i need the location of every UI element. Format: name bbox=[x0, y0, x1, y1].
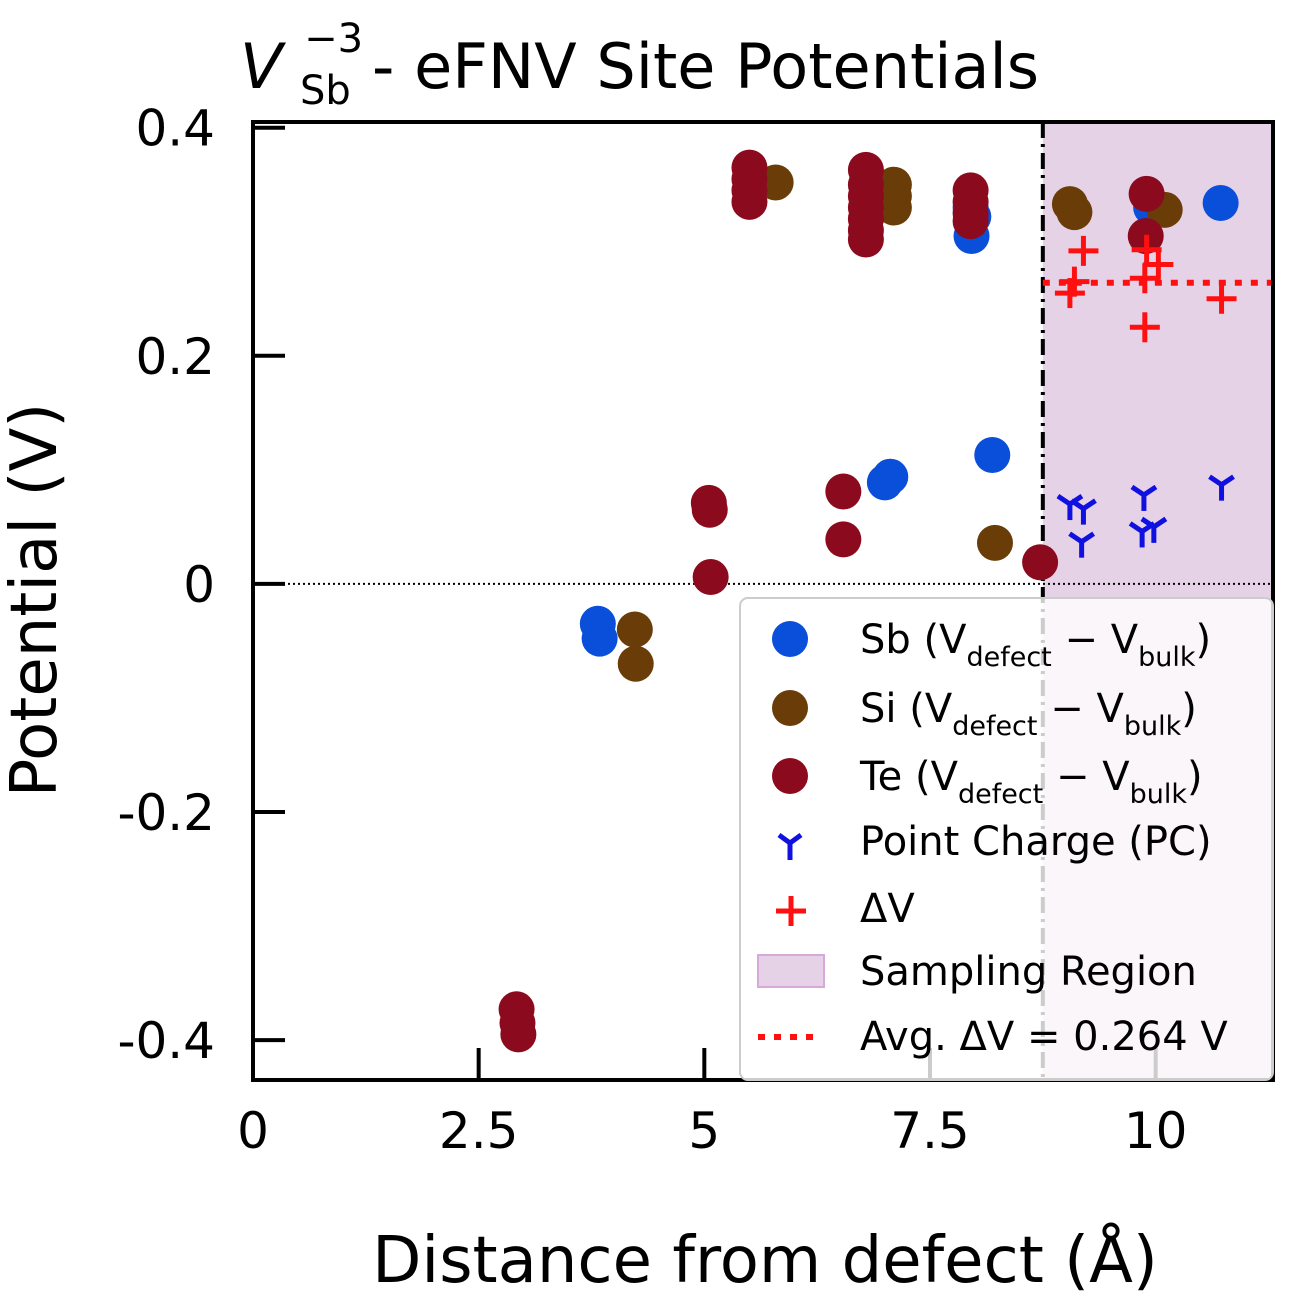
legend-marker-sampling-region bbox=[757, 954, 825, 988]
x-tick-label: 2.5 bbox=[439, 1102, 519, 1160]
y-tick-label: 0.2 bbox=[135, 328, 215, 386]
data-point bbox=[825, 521, 862, 558]
data-point bbox=[974, 437, 1011, 474]
title-subscript: Sb bbox=[300, 68, 351, 114]
data-point-stroke bbox=[1208, 474, 1223, 487]
legend: Sb (Vdefect − Vbulk) Si (Vdefect − Vbulk… bbox=[739, 597, 1274, 1081]
y-tick-label: -0.4 bbox=[117, 1012, 215, 1070]
data-point bbox=[1070, 498, 1097, 525]
data-point-stroke bbox=[1070, 498, 1085, 511]
legend-label-delta-v: ΔV bbox=[860, 886, 915, 932]
data-point bbox=[581, 620, 618, 657]
data-point bbox=[866, 464, 903, 501]
series-4 bbox=[1054, 234, 1237, 343]
data-point bbox=[1129, 263, 1160, 294]
data-point bbox=[1208, 474, 1235, 501]
data-point-stroke bbox=[1080, 531, 1096, 544]
data-point bbox=[1130, 484, 1158, 511]
x-tick-label: 5 bbox=[688, 1102, 720, 1160]
series-2 bbox=[498, 149, 1165, 1053]
legend-marker-si bbox=[772, 690, 808, 726]
data-point bbox=[1059, 266, 1090, 297]
data-point bbox=[1129, 312, 1160, 343]
data-point-stroke bbox=[1128, 521, 1144, 534]
series-3 bbox=[1056, 474, 1235, 558]
data-point-stroke bbox=[1152, 516, 1168, 529]
legend-label-si: Si (Vdefect − Vbulk) bbox=[860, 686, 1197, 742]
data-point bbox=[1202, 184, 1239, 221]
legend-marker-delta-v bbox=[776, 896, 806, 926]
legend-marker-sb bbox=[772, 621, 808, 657]
y-tick-label: -0.2 bbox=[117, 784, 215, 842]
y-axis-label: Potential (V) bbox=[0, 403, 72, 797]
data-point-stroke bbox=[1082, 498, 1097, 511]
title-rest: - eFNV Site Potentials bbox=[372, 30, 1039, 103]
plot-area: 0 2.5 5 7.5 10 -0.4 -0.2 0 0.2 0.4 bbox=[117, 100, 1275, 1160]
data-point bbox=[731, 183, 768, 220]
data-point bbox=[616, 611, 653, 648]
data-point bbox=[952, 203, 989, 240]
data-point bbox=[617, 645, 654, 682]
legend-marker-point-charge bbox=[777, 832, 803, 860]
data-point bbox=[1056, 194, 1093, 231]
data-point bbox=[691, 491, 728, 528]
data-point-stroke bbox=[1130, 484, 1146, 498]
legend-box bbox=[739, 597, 1274, 1081]
data-point bbox=[875, 189, 912, 226]
data-point-stroke bbox=[1140, 516, 1156, 529]
legend-label-te: Te (Vdefect − Vbulk) bbox=[859, 754, 1203, 810]
data-point-stroke bbox=[1220, 474, 1235, 487]
data-point bbox=[976, 524, 1013, 561]
data-point bbox=[1022, 544, 1059, 581]
chart-title: V −3 Sb - eFNV Site Potentials bbox=[240, 0, 1039, 119]
data-point-stroke bbox=[1142, 484, 1158, 498]
x-tick-label: 7.5 bbox=[890, 1102, 970, 1160]
title-superscript: −3 bbox=[304, 16, 363, 62]
data-point bbox=[1068, 235, 1099, 266]
data-point-stroke bbox=[1056, 493, 1072, 507]
legend-label-avg: Avg. ΔV = 0.264 V bbox=[860, 1014, 1228, 1060]
x-axis-label: Distance from defect (Å) bbox=[372, 1222, 1158, 1298]
legend-marker-te bbox=[772, 758, 808, 794]
data-point bbox=[692, 559, 729, 596]
data-point bbox=[1140, 516, 1168, 543]
data-point bbox=[1206, 283, 1237, 314]
data-point bbox=[847, 221, 884, 258]
y-tick-label: 0.4 bbox=[135, 100, 215, 158]
y-tick-label: 0 bbox=[183, 556, 215, 614]
x-tick-label: 10 bbox=[1124, 1102, 1188, 1160]
data-point bbox=[500, 1016, 537, 1053]
title-symbol: V bbox=[240, 30, 287, 103]
data-point-stroke bbox=[1068, 531, 1084, 544]
legend-label-point-charge: Point Charge (PC) bbox=[860, 819, 1212, 865]
data-point bbox=[825, 473, 862, 510]
data-point bbox=[1068, 531, 1096, 558]
data-point bbox=[1143, 249, 1174, 280]
legend-label-sb: Sb (Vdefect − Vbulk) bbox=[860, 617, 1211, 673]
legend-label-sampling-region: Sampling Region bbox=[860, 949, 1197, 995]
x-tick-label: 0 bbox=[237, 1102, 269, 1160]
data-point bbox=[1128, 175, 1165, 212]
